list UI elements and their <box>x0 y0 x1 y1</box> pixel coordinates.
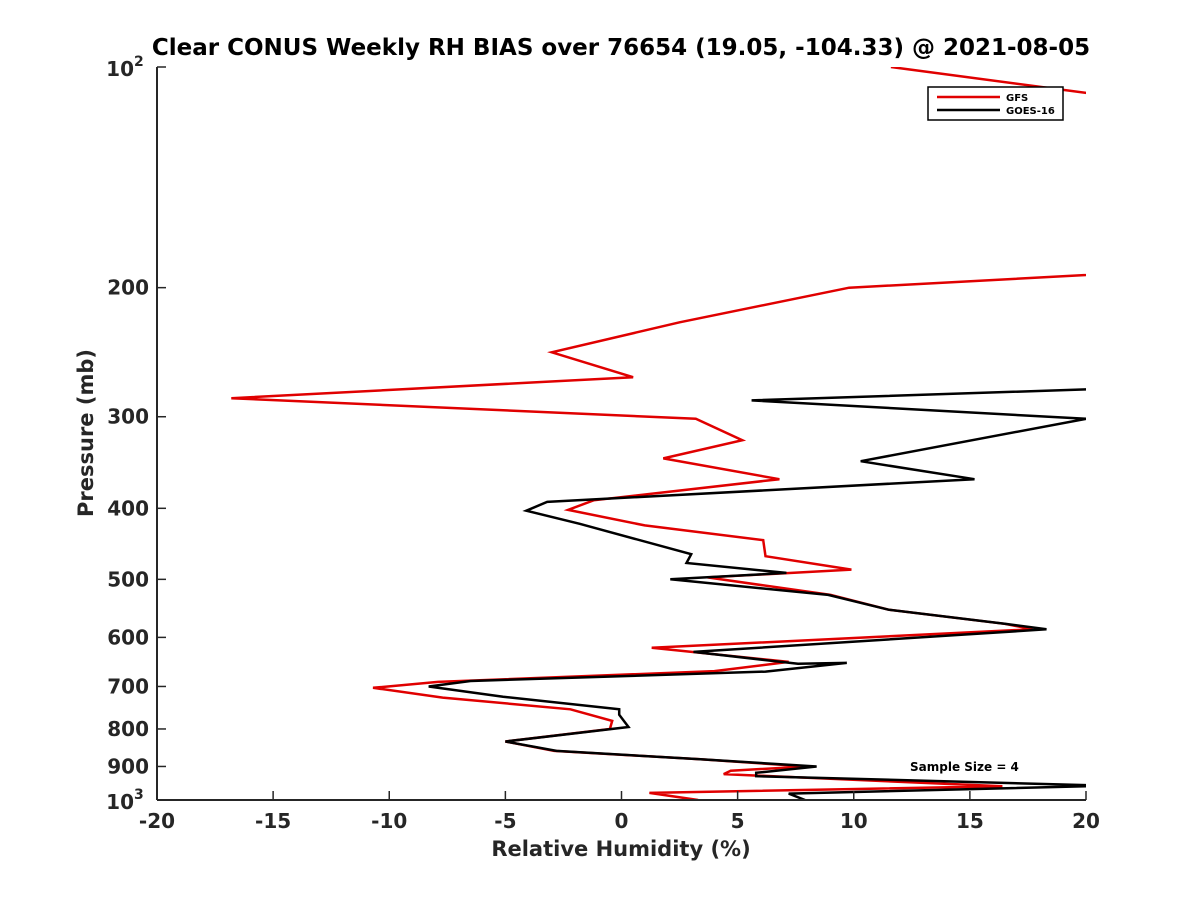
y-tick-label: 400 <box>107 496 149 520</box>
x-ticks: -20 -15 -10 -5 0 5 10 15 20 <box>139 791 1100 833</box>
x-tick-label: -15 <box>255 809 291 833</box>
y-axis-label: Pressure (mb) <box>74 349 98 517</box>
y-tick-label-exponent: 2 <box>134 54 144 70</box>
y-tick-label: 500 <box>107 567 149 591</box>
x-tick-label: -10 <box>371 809 407 833</box>
y-tick-label: 600 <box>107 625 149 649</box>
y-tick-label-base: 10 <box>106 57 134 81</box>
y-tick-label: 200 <box>107 276 149 300</box>
axes-layer <box>156 67 1086 801</box>
x-tick-label: 10 <box>840 809 868 833</box>
x-tick-label: -20 <box>139 809 175 833</box>
y-tick-label: 300 <box>107 405 149 429</box>
y-tick-label-base: 10 <box>106 790 134 814</box>
y-tick-label: 900 <box>107 754 149 778</box>
legend-box <box>927 86 1064 121</box>
legend-label-goes16: GOES-16 <box>1006 106 1055 117</box>
y-tick-label: 700 <box>107 674 149 698</box>
series-line-goes16 <box>428 388 1086 800</box>
x-tick-label: 5 <box>731 809 745 833</box>
y-tick-label: 800 <box>107 717 149 741</box>
series-layer <box>231 67 1086 800</box>
x-tick-label: -5 <box>494 809 516 833</box>
x-axis-label: Relative Humidity (%) <box>491 837 750 861</box>
x-tick-label: 15 <box>956 809 984 833</box>
series-line-gfs <box>231 67 1086 800</box>
legend: GFS GOES-16 <box>927 86 1064 121</box>
y-tick-label-power: 10 3 <box>106 787 144 814</box>
y-tick-label-power: 10 2 <box>106 54 144 81</box>
chart-title: Clear CONUS Weekly RH BIAS over 76654 (1… <box>152 35 1090 61</box>
y-tick-label-exponent: 3 <box>134 787 144 803</box>
sample-size-annotation: Sample Size = 4 <box>910 760 1019 774</box>
legend-label-gfs: GFS <box>1006 93 1028 104</box>
x-tick-label: 0 <box>615 809 629 833</box>
x-tick-label: 20 <box>1072 809 1100 833</box>
